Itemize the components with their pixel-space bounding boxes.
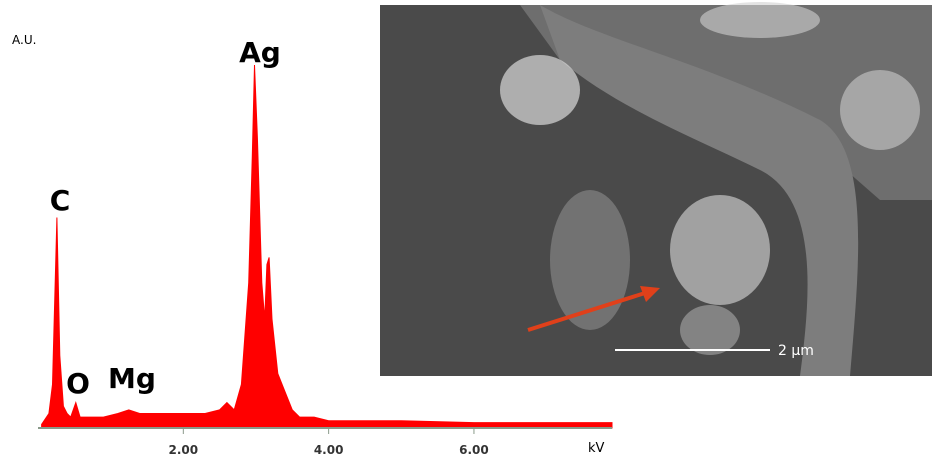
spectrum-area bbox=[41, 64, 613, 429]
y-axis-label: A.U. bbox=[12, 33, 36, 47]
x-axis-label: kV bbox=[588, 441, 605, 456]
x-tick-label: 2.00 bbox=[169, 443, 199, 457]
x-tick-label: 6.00 bbox=[459, 443, 489, 457]
peak-label: Mg bbox=[108, 362, 156, 395]
scale-bar-label: 2 μm bbox=[778, 343, 814, 359]
peak-label: O bbox=[66, 367, 90, 400]
peak-label: C bbox=[50, 184, 71, 217]
peak-label: Ag bbox=[239, 36, 281, 69]
x-tick-label: 4.00 bbox=[314, 443, 344, 457]
spectrum-chart: 2.00 4.00 6.00 C O Mg Ag bbox=[38, 36, 613, 457]
sem-image: 2 μm bbox=[380, 2, 932, 376]
